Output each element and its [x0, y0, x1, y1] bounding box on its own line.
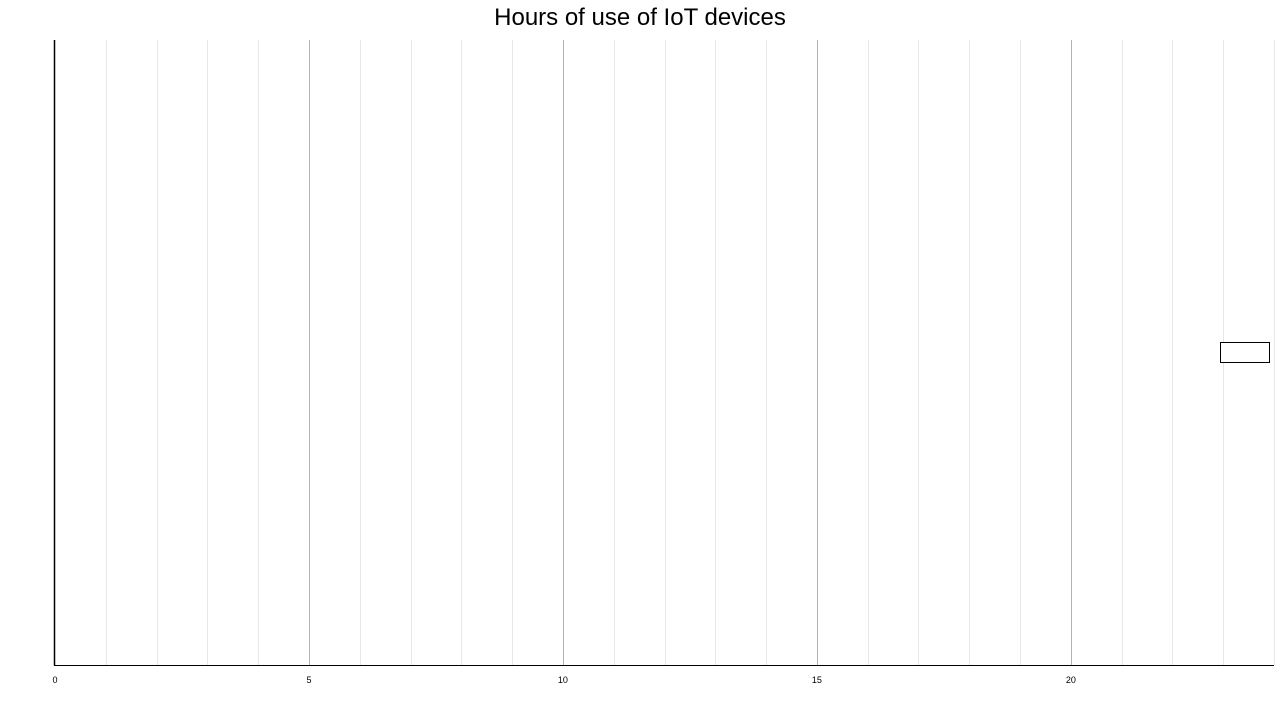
x-tick-label: 20: [1066, 675, 1076, 685]
bar-layer: [1220, 342, 1270, 363]
x-tick-label: 15: [812, 675, 822, 685]
tick-layer: 0 5 10 15 20: [52, 675, 1075, 685]
bar-0: [1220, 342, 1270, 363]
grid-layer: [106, 40, 1275, 665]
chart-title: Hours of use of IoT devices: [494, 4, 786, 31]
x-tick-label: 10: [558, 675, 568, 685]
x-tick-label: 5: [306, 675, 311, 685]
x-tick-label: 0: [52, 675, 57, 685]
axis-layer: [53, 40, 1274, 666]
